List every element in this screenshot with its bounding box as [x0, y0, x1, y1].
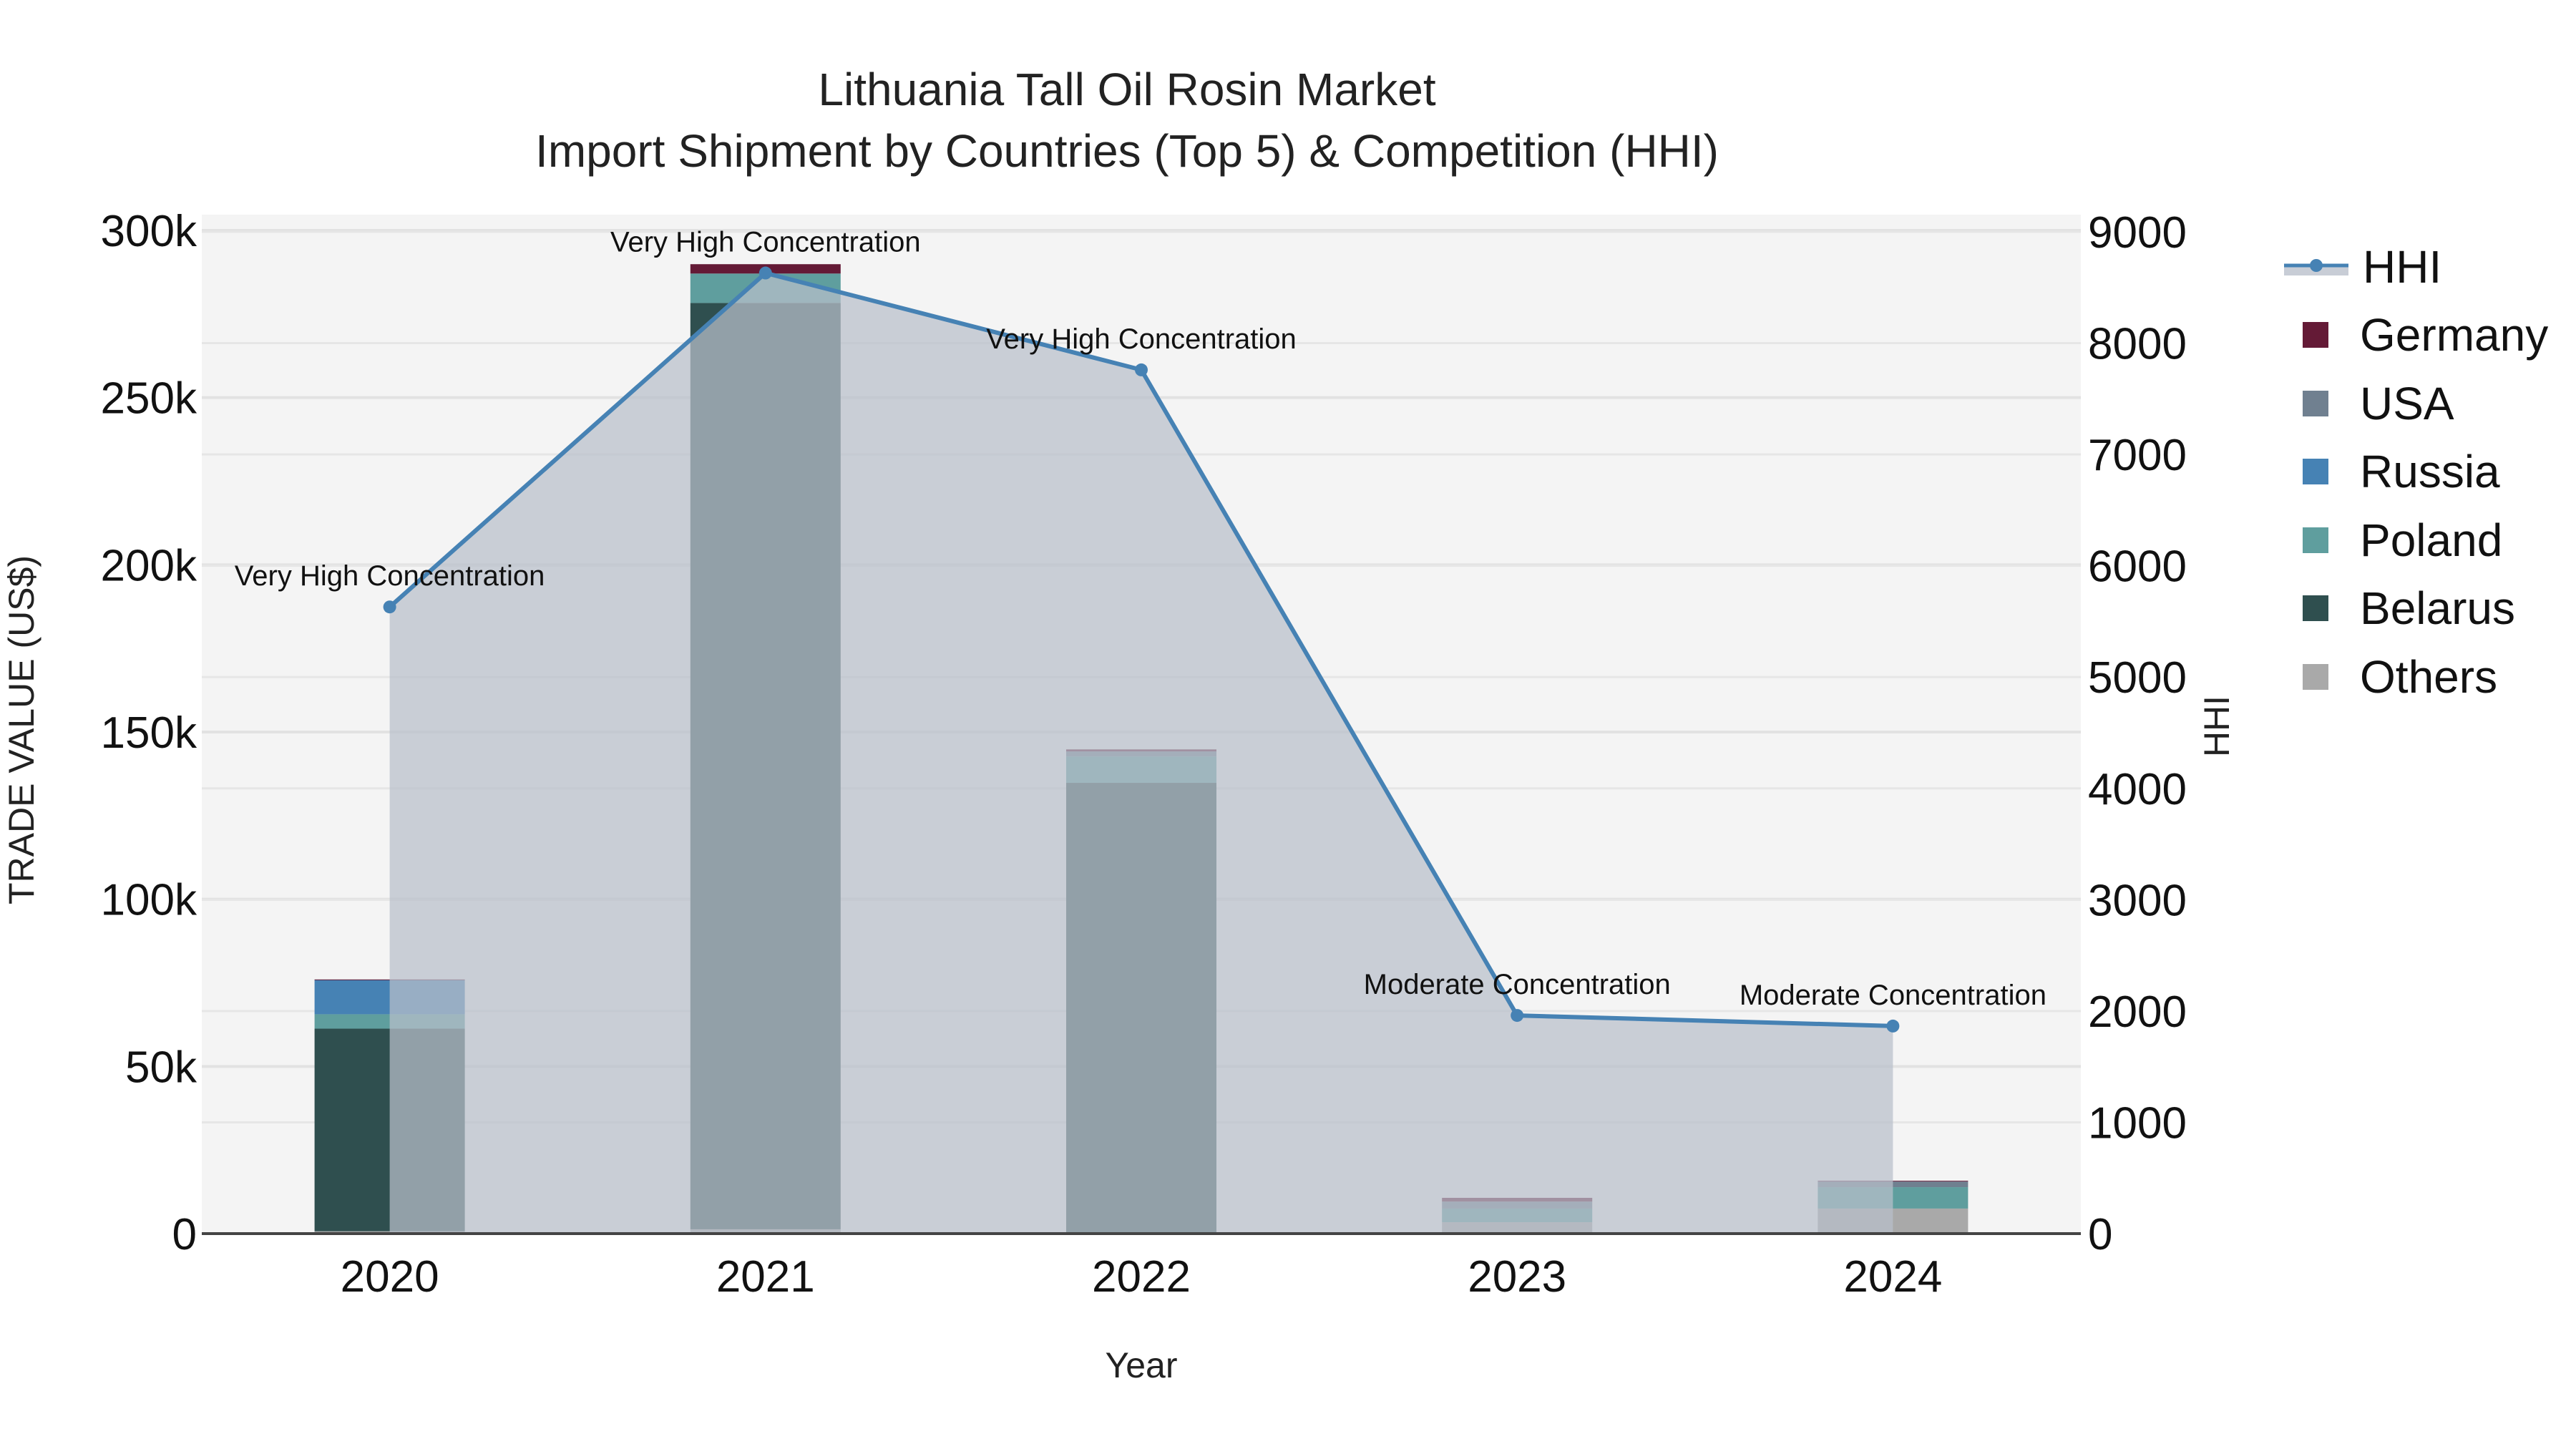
y-right-tick-label: 0	[2088, 1210, 2112, 1259]
hhi-annotation: Moderate Concentration	[1364, 969, 1671, 1000]
legend-label: Belarus	[2360, 582, 2515, 635]
hhi-marker-2022[interactable]	[1135, 363, 1148, 376]
y-right-tick-label: 2000	[2088, 987, 2187, 1037]
y-right-tick-label: 9000	[2088, 208, 2187, 258]
y-right-tick-label: 1000	[2088, 1098, 2187, 1148]
legend-swatch-icon	[2303, 390, 2328, 416]
y-right-tick-label: 7000	[2088, 431, 2187, 480]
hhi-marker-2024[interactable]	[1886, 1019, 1900, 1033]
y-right-tick-label: 4000	[2088, 765, 2187, 814]
legend-item-hhi[interactable]: HHI	[2275, 233, 2548, 301]
y-right-tick-label: 3000	[2088, 876, 2187, 925]
chart-title-line-1: Lithuania Tall Oil Rosin Market	[818, 64, 1436, 115]
legend-label: Poland	[2360, 514, 2503, 566]
legend-swatch-icon	[2303, 663, 2328, 690]
x-axis-title: Year	[1105, 1345, 1177, 1385]
hhi-marker-2023[interactable]	[1511, 1009, 1524, 1023]
legend-line-marker-icon	[2284, 258, 2348, 275]
y-left-tick-label: 0	[172, 1210, 197, 1259]
legend-swatch-icon	[2303, 527, 2328, 553]
legend-swatch-icon	[2303, 595, 2328, 622]
y-left-tick-label: 300k	[101, 207, 197, 256]
y-left-tick-label: 250k	[101, 374, 197, 424]
y-right-tick-label: 6000	[2088, 542, 2187, 592]
y-right-tick-label: 5000	[2088, 653, 2187, 703]
legend-swatch-icon	[2303, 459, 2328, 485]
chart-title-line-2: Import Shipment by Countries (Top 5) & C…	[535, 125, 1719, 177]
hhi-annotation: Moderate Concentration	[1740, 980, 2046, 1011]
legend-label: Germany	[2360, 309, 2549, 361]
y-left-axis-title: TRADE VALUE (US$)	[1, 555, 42, 904]
legend-item-poland[interactable]: Poland	[2275, 506, 2548, 575]
legend-label: Russia	[2360, 446, 2500, 498]
legend-item-belarus[interactable]: Belarus	[2275, 575, 2548, 643]
legend-label: USA	[2360, 377, 2454, 429]
y-left-tick-label: 150k	[101, 708, 197, 758]
legend-item-usa[interactable]: USA	[2275, 369, 2548, 438]
y-right-axis-title: HHI	[2197, 696, 2237, 757]
x-tick-label: 2021	[716, 1252, 815, 1302]
hhi-marker-2020[interactable]	[383, 600, 396, 614]
hhi-marker-2021[interactable]	[758, 266, 772, 280]
hhi-annotation: Very High Concentration	[986, 323, 1297, 355]
legend-item-others[interactable]: Others	[2275, 643, 2548, 711]
x-tick-label: 2023	[1468, 1252, 1566, 1302]
legend-item-russia[interactable]: Russia	[2275, 438, 2548, 507]
x-tick-label: 2022	[1092, 1252, 1191, 1302]
x-tick-label: 2024	[1843, 1252, 1942, 1302]
legend-label: Others	[2360, 650, 2498, 703]
hhi-area	[389, 273, 1893, 1234]
y-left-tick-label: 100k	[101, 876, 197, 925]
x-tick-label: 2020	[341, 1252, 439, 1302]
legend-swatch-icon	[2303, 322, 2328, 348]
legend-item-germany[interactable]: Germany	[2275, 301, 2548, 370]
legend: HHI Germany USA Russia Poland Belarus Others	[2275, 233, 2548, 711]
y-right-tick-label: 8000	[2088, 320, 2187, 369]
hhi-annotation: Very High Concentration	[235, 560, 545, 592]
y-left-tick-label: 50k	[125, 1043, 197, 1092]
legend-label: HHI	[2363, 240, 2442, 293]
y-left-tick-label: 200k	[101, 541, 197, 590]
hhi-annotation: Very High Concentration	[610, 227, 921, 258]
